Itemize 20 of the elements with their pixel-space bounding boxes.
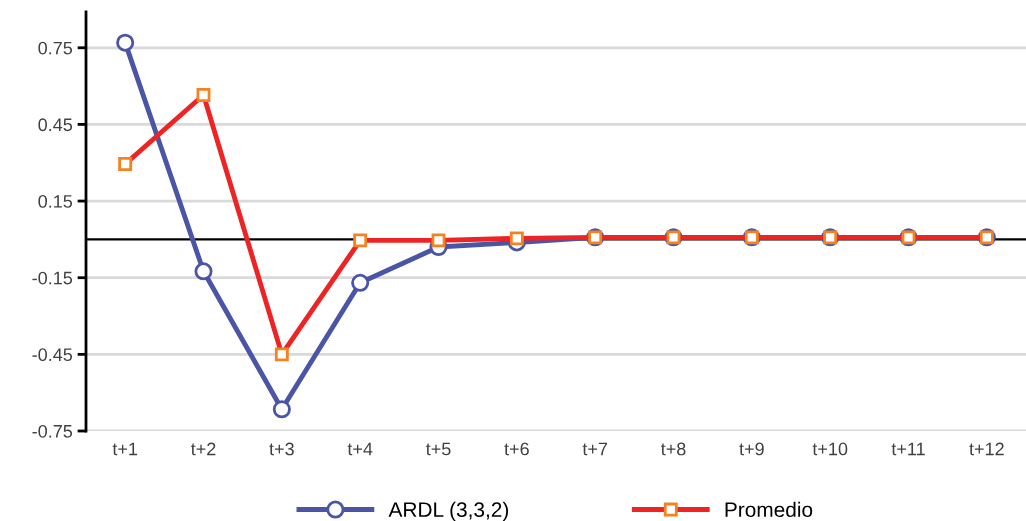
x-tick-label: t+12 <box>969 442 1004 456</box>
y-tick-label: 0.15 <box>38 195 73 208</box>
x-tick-label: t+9 <box>739 442 764 456</box>
legend-label: ARDL (3,3,2) <box>388 501 509 521</box>
x-tick-label: t+5 <box>425 442 451 456</box>
y-tick-label: 0.75 <box>38 41 73 55</box>
x-tick-label: t+10 <box>812 442 848 456</box>
y-tick-label: -0.45 <box>32 348 73 362</box>
y-tick-label: -0.75 <box>32 424 73 438</box>
x-tick-label: t+6 <box>504 442 529 456</box>
x-tick-label: t+2 <box>190 442 216 456</box>
x-tick-label: t+11 <box>891 442 925 456</box>
legend-label: Promedio <box>725 501 813 518</box>
x-tick-label: t+1 <box>112 442 138 456</box>
x-tick-label: t+7 <box>582 442 608 456</box>
x-tick-label: t+4 <box>347 442 373 456</box>
y-tick-label: 0.45 <box>38 118 73 132</box>
x-tick-label: t+3 <box>269 442 294 456</box>
x-tick-label: t+8 <box>660 442 686 456</box>
y-tick-label: -0.15 <box>32 271 73 285</box>
